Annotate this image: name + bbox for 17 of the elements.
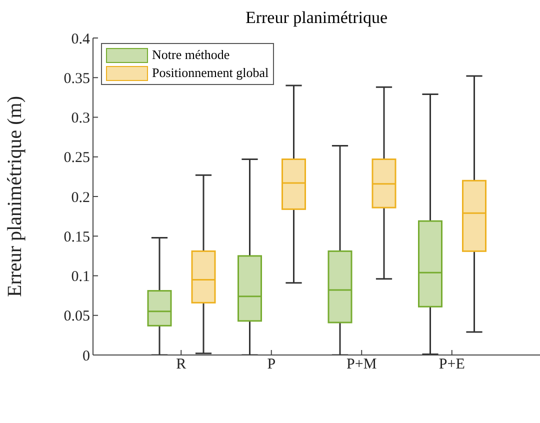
y-tick-label: 0.2 xyxy=(71,190,90,206)
y-tick-label: 0.35 xyxy=(64,70,90,87)
x-tick-label: P+M xyxy=(346,356,377,373)
y-tick-label: 0.15 xyxy=(64,229,90,246)
y-tick-label: 0.25 xyxy=(64,150,90,166)
y-tick-label: 0.3 xyxy=(71,110,90,127)
x-tick-label: R xyxy=(176,356,186,373)
y-axis-title: Erreur planimétrique (m) xyxy=(4,96,26,298)
legend-label: Positionnement global xyxy=(152,64,269,82)
x-tick-label: P+E xyxy=(438,356,465,373)
y-tick-label: 0.05 xyxy=(64,308,90,325)
y-tick-label: 0.1 xyxy=(71,269,90,286)
legend-label: Notre méthode xyxy=(152,46,230,64)
chart-title: Erreur planimétrique xyxy=(244,8,389,28)
x-tick-label: P xyxy=(267,356,276,373)
y-tick-label: 0 xyxy=(82,348,90,364)
y-tick-label: 0.4 xyxy=(71,31,90,48)
